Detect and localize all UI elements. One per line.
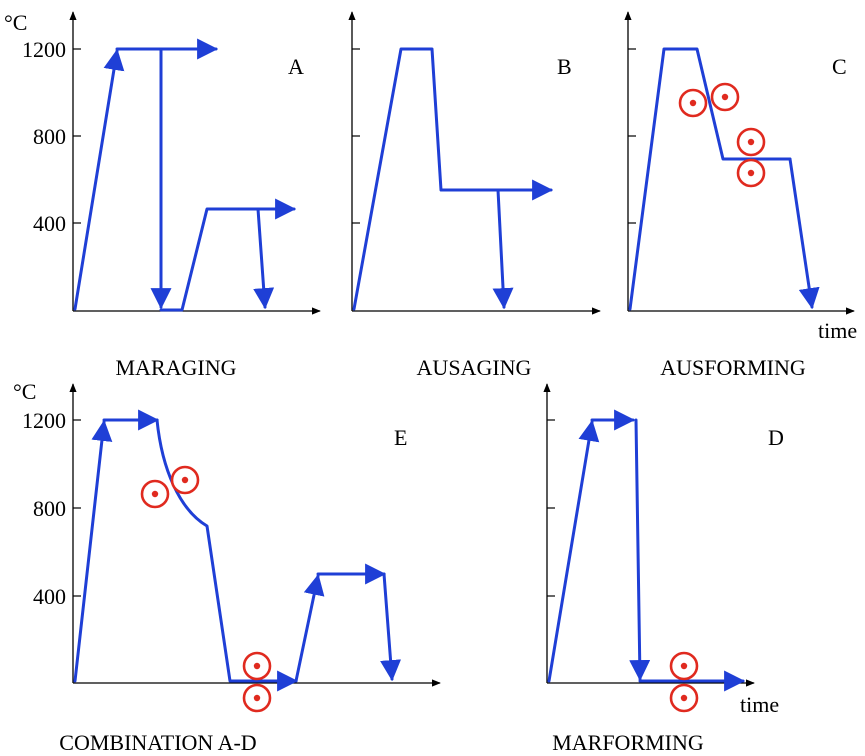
tick-label-1200: 1200: [22, 408, 66, 433]
quench-path: [788, 157, 820, 310]
deformation-symbol: [678, 88, 708, 118]
panel-a: °C 1200 800 400 A MARAGING: [4, 10, 321, 380]
panel-e: °C 1200 800 400 E COMBINATION A-D: [13, 379, 441, 755]
panel-letter: A: [288, 54, 304, 79]
tick-label-1200: 1200: [22, 37, 66, 62]
panel-caption: MARAGING: [116, 355, 237, 380]
quench-path: [629, 418, 651, 682]
panel-letter: C: [832, 54, 847, 79]
panel-caption: COMBINATION A-D: [59, 730, 256, 755]
tick-label-800: 800: [33, 496, 66, 521]
tick-label-800: 800: [33, 124, 66, 149]
deformation-symbol: [242, 683, 272, 713]
panel-b: B AUSAGING: [348, 11, 601, 380]
panel-letter: B: [557, 54, 572, 79]
heating-path: [73, 419, 113, 683]
aging-path: [159, 207, 260, 312]
heating-path: [547, 419, 600, 683]
panel-c: C time AUSFORMING: [624, 11, 857, 380]
cooling-path: [253, 207, 275, 310]
heating-path: [73, 48, 125, 311]
panel-caption: MARFORMING: [552, 730, 704, 755]
deformation-symbol: [710, 82, 740, 112]
deformation-symbol: [736, 158, 766, 188]
forming-path: [155, 418, 257, 683]
deformation-symbol: [669, 683, 699, 713]
x-axis-label: time: [818, 318, 857, 343]
deformation-symbol: [140, 479, 170, 509]
panel-letter: E: [394, 425, 407, 450]
panel-caption: AUSFORMING: [660, 355, 806, 380]
deformation-symbol: [242, 651, 272, 681]
deformation-symbol: [669, 651, 699, 681]
deformation-symbol: [170, 465, 200, 495]
panel-caption: AUSAGING: [417, 355, 532, 380]
x-axis-label: time: [740, 692, 779, 717]
austenitize-path: [352, 47, 501, 311]
cooling-path: [492, 188, 514, 310]
ausform-path: [628, 47, 792, 311]
y-axis-unit: °C: [4, 10, 27, 35]
panel-letter: D: [768, 425, 784, 450]
tick-label-400: 400: [33, 211, 66, 236]
cooling-path: [380, 572, 402, 682]
reheat-path: [294, 573, 325, 683]
tick-label-400: 400: [33, 584, 66, 609]
deformation-symbol: [736, 127, 766, 157]
panel-d: D time MARFORMING: [543, 383, 784, 755]
y-axis-unit: °C: [13, 379, 36, 404]
